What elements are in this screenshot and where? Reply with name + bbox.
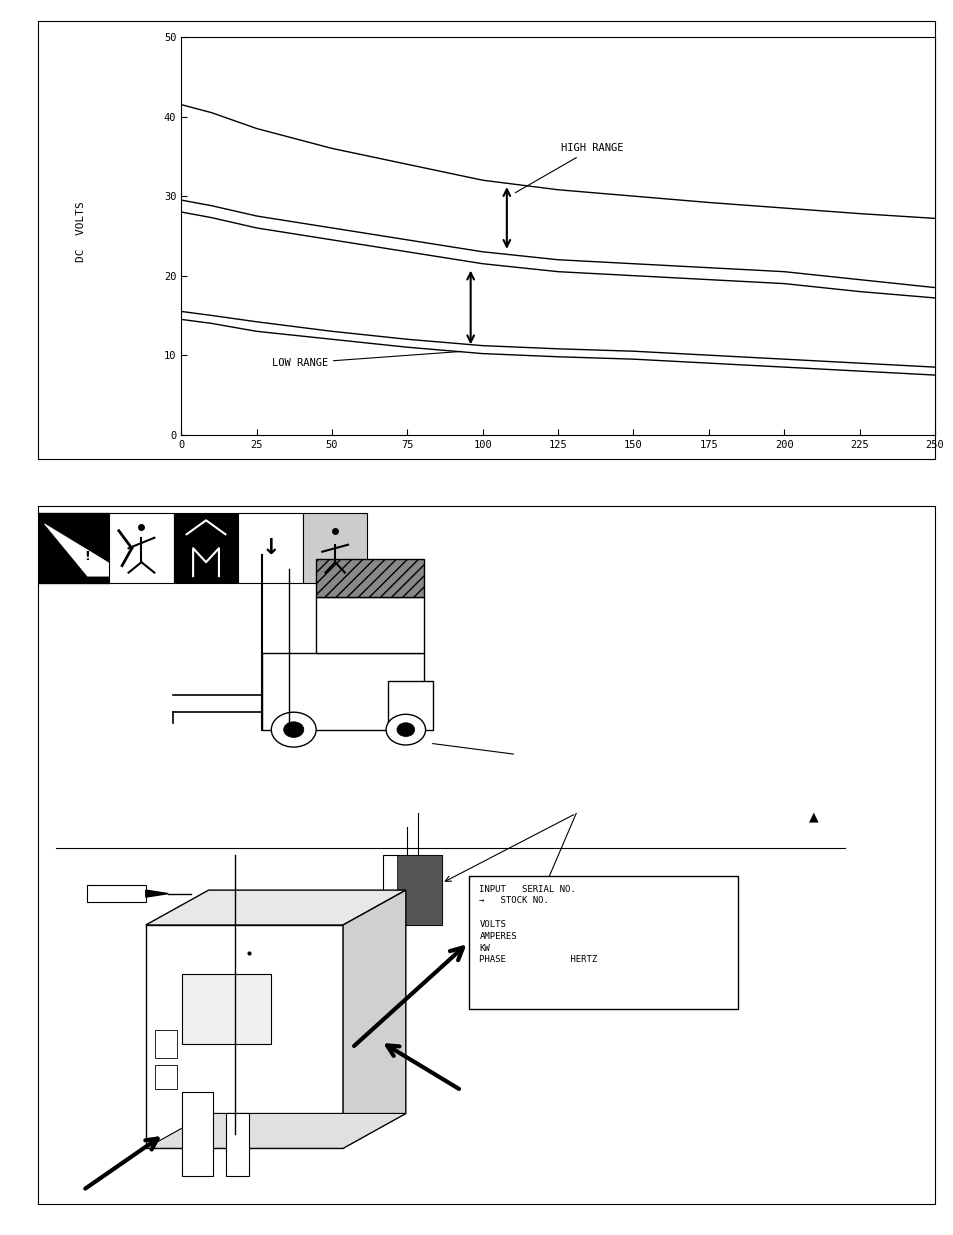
Text: DC  AMPERES: DC AMPERES (494, 429, 568, 438)
Bar (154, 1065, 177, 1089)
Text: INPUT   SERIAL NO.
→   STOCK NO.

VOLTS
AMPERES
KW
PHASE            HERTZ: INPUT SERIAL NO. → STOCK NO. VOLTS AMPER… (478, 884, 597, 965)
Circle shape (271, 713, 315, 747)
Bar (468, 876, 737, 1009)
Polygon shape (146, 890, 405, 925)
Text: ↓: ↓ (261, 538, 279, 558)
Bar (181, 1093, 213, 1176)
Bar (396, 855, 441, 925)
Circle shape (396, 722, 415, 736)
Bar (226, 1114, 249, 1176)
Polygon shape (146, 1114, 405, 1149)
Bar (181, 974, 271, 1044)
Polygon shape (146, 890, 168, 897)
Bar (315, 558, 423, 597)
Polygon shape (343, 890, 405, 1149)
Bar (38, 514, 109, 583)
Text: HIGH RANGE: HIGH RANGE (515, 143, 623, 193)
Bar (238, 514, 302, 583)
Text: DC  VOLTS: DC VOLTS (76, 201, 86, 262)
Circle shape (386, 714, 425, 745)
Bar (383, 855, 441, 925)
Text: !: ! (85, 550, 91, 563)
Bar (88, 885, 146, 902)
Text: LOW RANGE: LOW RANGE (272, 352, 461, 368)
Text: ▲: ▲ (808, 810, 818, 824)
Polygon shape (45, 524, 131, 576)
Bar (302, 514, 367, 583)
Bar (388, 680, 433, 730)
Bar (315, 597, 423, 653)
Bar (109, 514, 173, 583)
Bar (262, 653, 423, 730)
Bar (154, 1030, 177, 1057)
Circle shape (283, 721, 303, 737)
Bar (173, 514, 238, 583)
Bar (146, 925, 343, 1149)
